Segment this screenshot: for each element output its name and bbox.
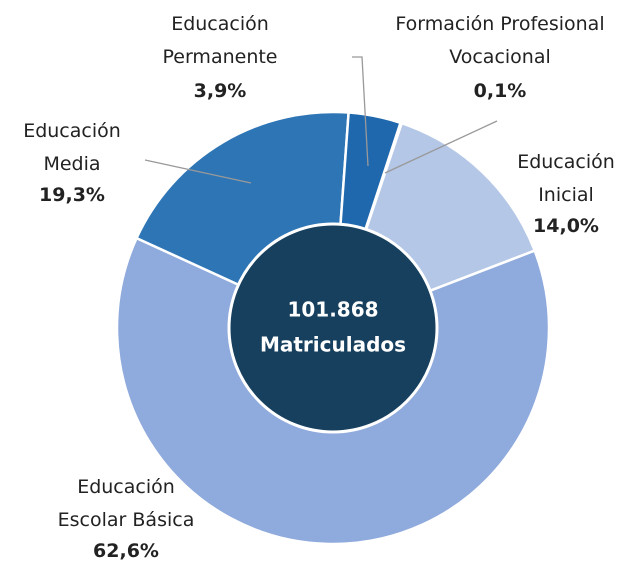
slice-label: Educación Permanente <box>162 13 278 68</box>
value-label: 14,0% <box>533 215 599 237</box>
leader-line <box>144 159 252 184</box>
leader-line <box>384 120 498 174</box>
value-label: 0,1% <box>473 80 527 102</box>
slice-label: Formación Profesional Vocacional <box>395 13 605 68</box>
center-circle <box>227 222 439 434</box>
slice-label: Educación Inicial <box>517 151 615 206</box>
value-label: 19,3% <box>39 184 105 206</box>
leader-line <box>352 56 369 167</box>
center-label: Matriculados <box>260 333 406 357</box>
slice-label: Educación Media <box>23 120 121 175</box>
value-label: 62,6% <box>93 540 159 562</box>
slice-label: Educación Escolar Básica <box>57 476 195 531</box>
center-value: 101.868 <box>287 298 378 322</box>
value-label: 3,9% <box>193 80 247 102</box>
